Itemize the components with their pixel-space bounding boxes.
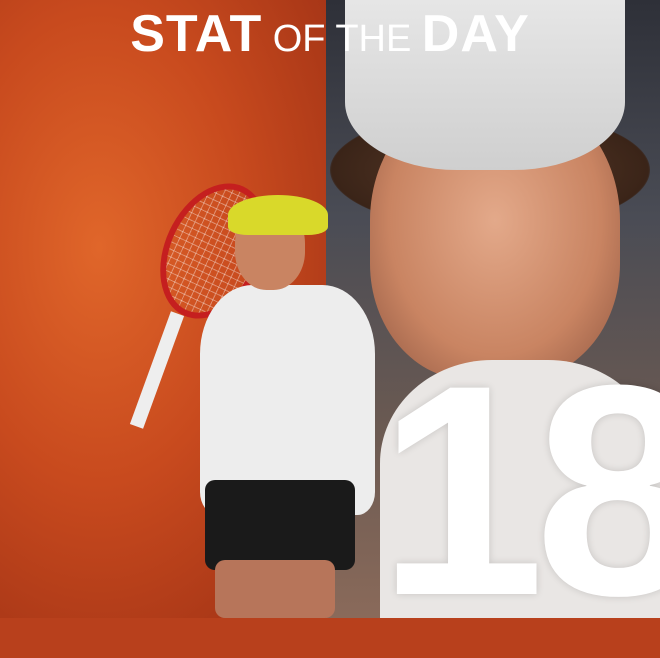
player-shirt bbox=[200, 285, 375, 515]
player-shorts bbox=[205, 480, 355, 570]
title-day: DAY bbox=[421, 5, 530, 63]
title-stat: STAT bbox=[130, 5, 263, 63]
player-legs bbox=[215, 560, 335, 618]
page-title: STAT OF THE DAY bbox=[0, 4, 660, 64]
player-cap-closeup bbox=[345, 0, 625, 170]
player-shirt-closeup bbox=[380, 360, 660, 618]
title-of-the: OF THE bbox=[272, 18, 412, 60]
stat-number: 18 bbox=[378, 322, 660, 658]
player-cap bbox=[228, 195, 328, 235]
